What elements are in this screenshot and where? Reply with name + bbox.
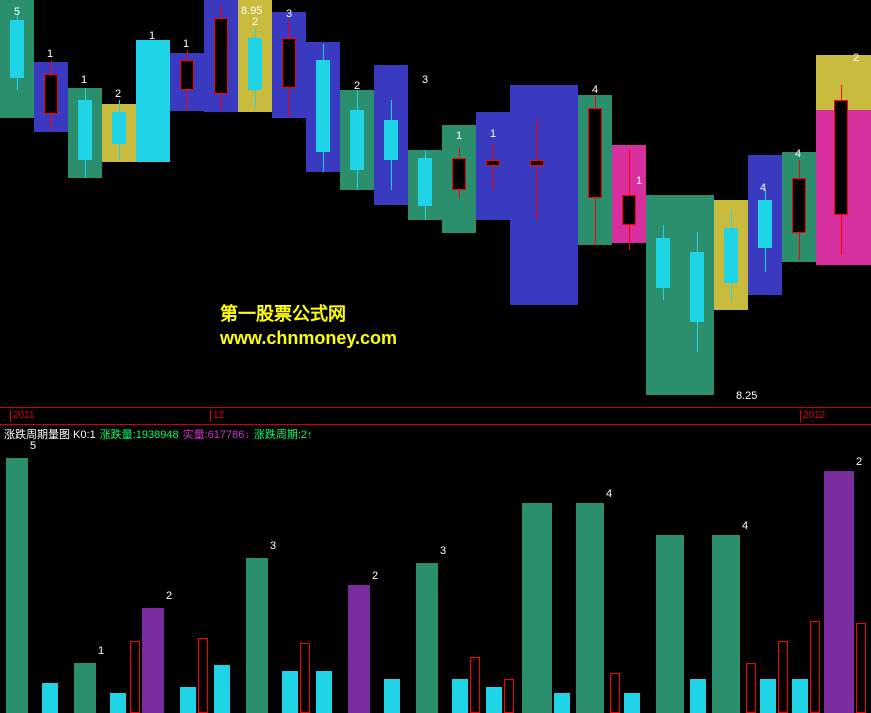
candle-body [530,160,544,166]
axis-tick: 2012 [800,410,825,422]
volume-bar [470,657,480,713]
bg-group-box [510,85,578,305]
candle-body [622,195,636,225]
cycle-count-label: 2 [115,88,121,100]
candle-body [44,74,58,114]
candle-body [78,100,92,160]
volume-bar [316,671,332,713]
volume-bar [554,693,570,713]
volume-bar [110,693,126,713]
cycle-count-label: 2 [853,52,859,64]
price-extreme-label: 8.95 [241,5,262,17]
cycle-count-label: 3 [422,74,428,86]
candle-body [690,252,704,322]
volume-count-label: 1 [98,645,104,657]
volume-bar [712,535,740,713]
volume-bar [504,679,514,713]
cycle-count-label: 3 [286,8,292,20]
volume-bar [690,679,706,713]
candle-body [452,158,466,190]
volume-bar [130,641,140,713]
candle-wick [537,120,538,220]
candle-body [486,160,500,166]
candle-body [792,178,806,233]
indicator-readout: 涨跌周期量图 K0:1涨跌量:1938948实量:617786↓涨跌周期:2↑ [0,425,871,440]
cycle-count-label: 1 [81,74,87,86]
candle-body [834,100,848,215]
volume-bar [824,471,854,713]
watermark-title: 第一股票公式网 [220,300,346,326]
axis-tick: 12 [210,410,224,422]
candle-body [146,72,160,136]
volume-bar [142,608,164,713]
volume-bar [576,503,604,713]
cycle-count-label: 4 [592,84,598,96]
volume-bar [198,638,208,713]
cycle-count-label: 1 [149,30,155,42]
volume-bar [42,683,58,713]
volume-bar-chart: 5 1 2 3 2 3 4 4 2 [0,440,871,713]
candle-body [316,60,330,152]
cycle-count-label: 1 [183,38,189,50]
volume-bar [384,679,400,713]
candle-wick [493,145,494,190]
cycle-count-label: 5 [14,6,20,18]
cycle-count-label: 2 [354,80,360,92]
candle-body [350,110,364,170]
volume-count-label: 2 [856,456,862,468]
volume-count-label: 2 [372,570,378,582]
volume-bar [300,643,310,713]
volume-count-label: 3 [270,540,276,552]
volume-bar [180,687,196,713]
volume-bar [416,563,438,713]
candle-body [758,200,772,248]
candle-body [10,20,24,78]
volume-bar [452,679,468,713]
volume-bar [656,535,684,713]
volume-bar [522,503,552,713]
watermark-url: www.chnmoney.com [220,328,397,349]
volume-bar [746,663,756,713]
volume-bar [610,673,620,713]
candle-body [418,158,432,206]
candle-body [724,228,738,283]
volume-count-label: 4 [606,488,612,500]
cycle-count-label: 1 [456,130,462,142]
volume-bar [6,458,28,713]
main-candlestick-chart: 511211232311414428.958.25第一股票公式网www.chnm… [0,0,871,407]
volume-bar [624,693,640,713]
volume-bar [214,665,230,713]
candle-body [588,108,602,198]
volume-count-label: 2 [166,590,172,602]
cycle-count-label: 4 [795,148,801,160]
candle-body [656,238,670,288]
volume-count-label: 4 [742,520,748,532]
price-extreme-label: 8.25 [736,390,757,402]
volume-bar [246,558,268,713]
candle-body [384,120,398,160]
cycle-count-label: 1 [636,175,642,187]
volume-bar [760,679,776,713]
candle-body [214,18,228,94]
volume-bar [810,621,820,713]
volume-bar [778,641,788,713]
volume-bar [282,671,298,713]
volume-bar [486,687,502,713]
candle-body [282,38,296,88]
time-axis: 2011 12 2012 [0,407,871,425]
volume-bar [348,585,370,713]
cycle-count-label: 1 [47,48,53,60]
cycle-count-label: 1 [490,128,496,140]
cycle-count-label: 4 [760,182,766,194]
cycle-count-label: 2 [252,16,258,28]
volume-count-label: 5 [30,440,36,452]
volume-count-label: 3 [440,545,446,557]
axis-tick: 2011 [10,410,35,422]
candle-body [248,38,262,90]
volume-bar [74,663,96,713]
candle-body [180,60,194,90]
volume-bar [792,679,808,713]
candle-body [112,112,126,144]
volume-bar [856,623,866,713]
